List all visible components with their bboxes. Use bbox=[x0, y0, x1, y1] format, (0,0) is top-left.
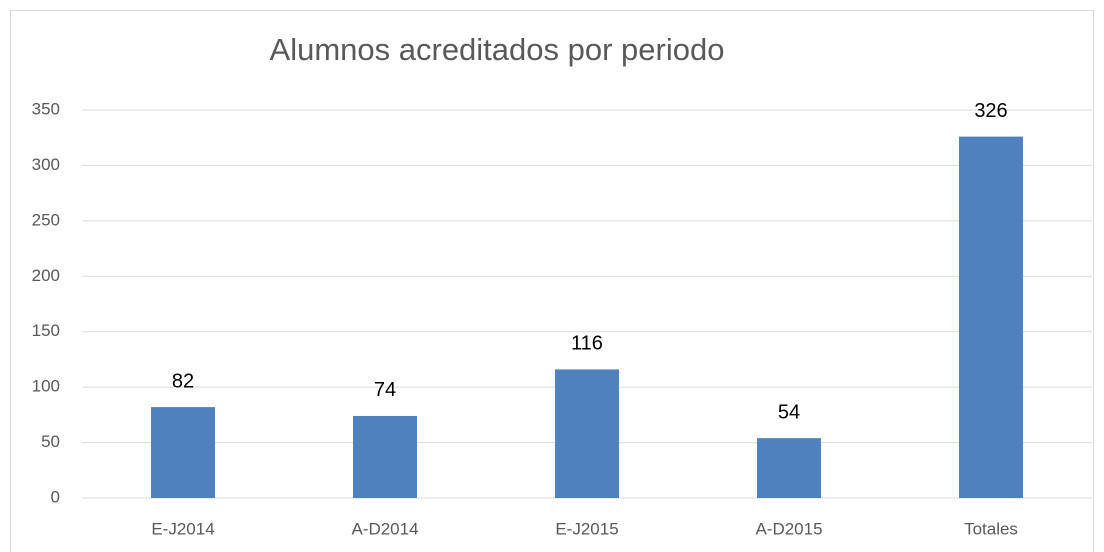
bar bbox=[353, 415, 417, 498]
y-tick-label: 350 bbox=[32, 99, 60, 118]
y-tick-label: 200 bbox=[32, 266, 60, 285]
x-tick-label: E-J2015 bbox=[555, 519, 618, 538]
data-label: 326 bbox=[974, 100, 1007, 122]
bar bbox=[151, 407, 215, 498]
y-tick-label: 250 bbox=[32, 210, 60, 229]
data-label: 116 bbox=[571, 333, 603, 355]
x-tick-label: E-J2014 bbox=[151, 519, 214, 538]
bar bbox=[959, 136, 1023, 498]
y-tick-label: 150 bbox=[32, 321, 60, 340]
bar bbox=[757, 438, 821, 498]
bar bbox=[555, 369, 619, 498]
y-tick-label: 50 bbox=[41, 432, 60, 451]
y-tick-label: 300 bbox=[32, 155, 60, 174]
x-tick-label: Totales bbox=[964, 519, 1018, 538]
y-tick-label: 0 bbox=[51, 487, 60, 506]
y-tick-label: 100 bbox=[32, 377, 60, 396]
data-label: 82 bbox=[172, 370, 194, 392]
data-label: 54 bbox=[778, 401, 800, 423]
chart-border bbox=[10, 10, 1094, 552]
x-tick-label: A-D2015 bbox=[755, 519, 822, 538]
chart-title: Alumnos acreditados por periodo bbox=[270, 32, 725, 67]
x-tick-label: A-D2014 bbox=[351, 519, 418, 538]
data-label: 74 bbox=[374, 379, 396, 401]
